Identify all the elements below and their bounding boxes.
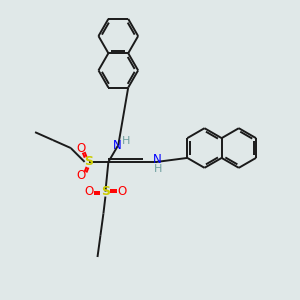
Text: O: O (76, 142, 85, 154)
Text: N: N (153, 153, 161, 167)
Text: O: O (118, 185, 127, 198)
Text: H: H (122, 136, 130, 146)
Text: N: N (113, 139, 122, 152)
Text: O: O (84, 185, 93, 198)
Text: S: S (101, 185, 110, 198)
Text: O: O (76, 169, 85, 182)
Text: S: S (84, 155, 93, 168)
Text: H: H (154, 164, 162, 174)
